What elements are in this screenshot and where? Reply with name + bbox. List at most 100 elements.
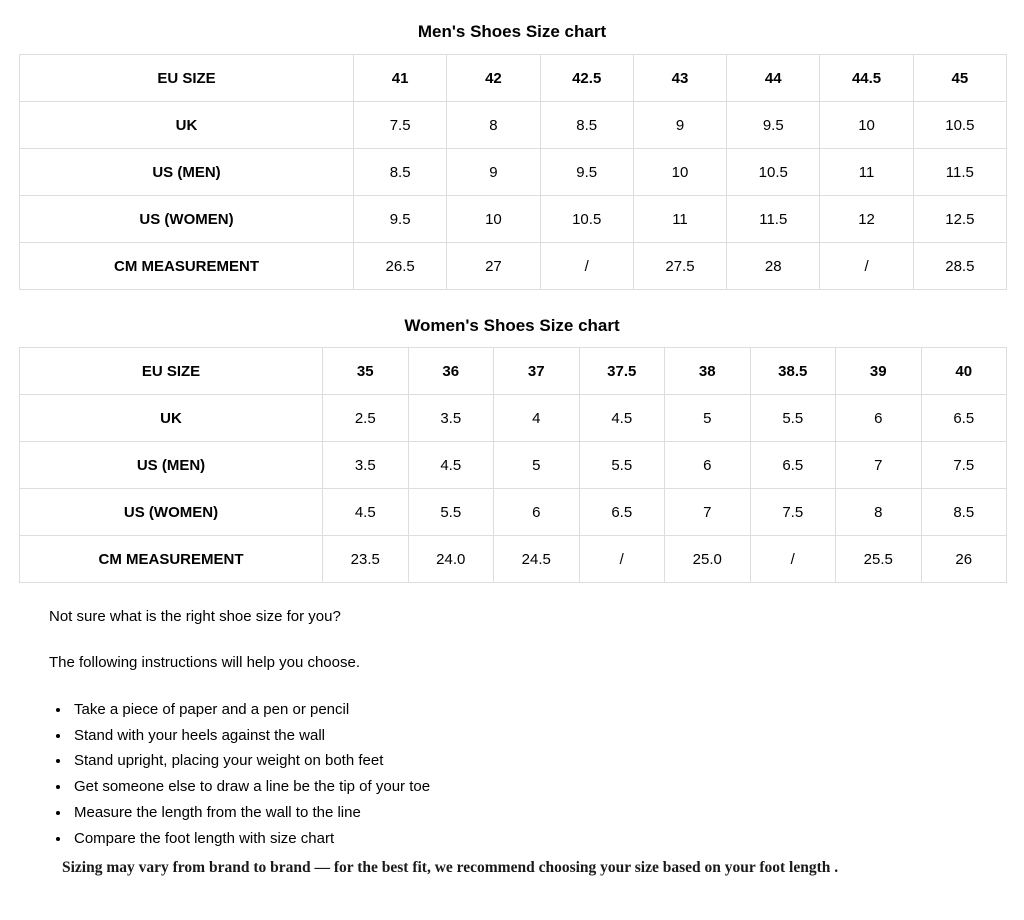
row-label: CM MEASUREMENT — [19, 535, 323, 583]
sizing-note: Sizing may vary from brand to brand — fo… — [62, 859, 839, 877]
table-cell: 39 — [835, 347, 922, 395]
table-cell: 9 — [446, 148, 541, 196]
table-cell: 43 — [632, 54, 728, 102]
table-cell: / — [749, 535, 836, 583]
table-cell: 27 — [446, 242, 541, 290]
womens-chart-title: Women's Shoes Size chart — [404, 316, 620, 335]
table-cell: 36 — [407, 347, 494, 395]
instructions-section: Not sure what is the right shoe size for… — [0, 608, 1024, 877]
row-label: UK — [19, 394, 323, 442]
table-row: CM MEASUREMENT 26.5 27/27.5 28/28.5 — [19, 242, 1008, 290]
table-cell: 3.5 — [407, 394, 494, 442]
table-cell: 4 — [493, 394, 580, 442]
mens-size-table: EU SIZE 41 42 42.5 43 44 44.5 45 UK 7.5 8 8.5 9 9.5 10… — [19, 54, 1008, 290]
table-cell: 6.5 — [920, 394, 1007, 442]
table-cell: 35 — [322, 347, 409, 395]
table-cell: 5 — [493, 441, 580, 489]
table-cell: 7.5 — [352, 101, 448, 149]
table-cell: 37.5 — [578, 347, 665, 395]
table-cell: 6 — [835, 394, 922, 442]
table-cell: 8 — [446, 101, 541, 149]
table-cell: 38.5 — [749, 347, 836, 395]
table-cell: 10 — [632, 148, 728, 196]
table-cell: / — [539, 242, 634, 290]
table-row: US (MEN) 8.5 9 9.5 10 10.5 11 11.5 — [19, 148, 1008, 196]
table-cell: 25.0 — [664, 535, 751, 583]
table-cell: 7.5 — [749, 488, 836, 536]
table-cell: 8.5 — [920, 488, 1007, 536]
table-cell: 11.5 — [726, 195, 821, 243]
table-cell: 9 — [632, 101, 728, 149]
table-cell: 10.5 — [912, 101, 1008, 149]
table-cell: 28.5 — [912, 242, 1008, 290]
table-cell: 23.5 — [322, 535, 409, 583]
table-cell: 45 — [912, 54, 1008, 102]
table-cell: 8.5 — [352, 148, 448, 196]
row-label: UK — [19, 101, 354, 149]
table-cell: 5 — [664, 394, 751, 442]
table-cell: 6.5 — [578, 488, 665, 536]
table-cell: 5.5 — [578, 441, 665, 489]
table-cell: 26.5 — [352, 242, 448, 290]
question-text: Not sure what is the right shoe size for… — [49, 608, 341, 625]
table-cell: 12.5 — [912, 195, 1008, 243]
row-label: EU SIZE — [19, 347, 323, 395]
table-cell: 40 — [920, 347, 1007, 395]
row-label: US (WOMEN) — [19, 195, 354, 243]
table-cell: 8 — [835, 488, 922, 536]
table-row: US (WOMEN) 9.5 10 10.5 11 11.5 12 12.5 — [19, 195, 1008, 243]
lead-text: The following instructions will help you… — [49, 654, 360, 671]
table-cell: 9.5 — [539, 148, 634, 196]
table-cell: 10 — [819, 101, 914, 149]
table-row: US (MEN) 3.5 4.5 5 5.5 6 6.5 7 7.5 — [19, 441, 1007, 489]
row-label: CM MEASUREMENT — [19, 242, 354, 290]
table-cell: / — [578, 535, 665, 583]
table-row: UK 2.5 3.5 4 4.5 5 5.5 6 6.5 — [19, 394, 1007, 442]
table-cell: 28 — [726, 242, 821, 290]
row-label: US (MEN) — [19, 148, 354, 196]
table-cell: 6.5 — [749, 441, 836, 489]
table-cell: 44.5 — [819, 54, 914, 102]
instruction-item: Get someone else to draw a line be the t… — [71, 774, 994, 800]
womens-size-table: EU SIZE 35 36 37 37.5 38 38.5 39 40 UK 2.5 3.5 4 4.5 5… — [19, 347, 1007, 583]
table-cell: 7.5 — [920, 441, 1007, 489]
table-cell: 8.5 — [539, 101, 634, 149]
table-row: US (WOMEN) 4.5 5.5 6 6.5 7 7.5 8 8.5 — [19, 488, 1007, 536]
instruction-item: Take a piece of paper and a pen or penci… — [71, 697, 994, 723]
table-cell: / — [819, 242, 914, 290]
table-cell: 11 — [819, 148, 914, 196]
table-cell: 7 — [835, 441, 922, 489]
instructions-list: Take a piece of paper and a pen or penci… — [49, 697, 994, 851]
table-cell: 11 — [632, 195, 728, 243]
table-cell: 42 — [446, 54, 541, 102]
table-cell: 10.5 — [726, 148, 821, 196]
table-cell: 4.5 — [322, 488, 409, 536]
table-row: UK 7.5 8 8.5 9 9.5 10 10.5 — [19, 101, 1008, 149]
table-cell: 4.5 — [407, 441, 494, 489]
table-cell: 6 — [664, 441, 751, 489]
table-cell: 26 — [920, 535, 1007, 583]
table-row: CM MEASUREMENT 23.5 24.0 24.5/25.0/25.5 26 — [19, 535, 1007, 583]
row-label: EU SIZE — [19, 54, 354, 102]
table-cell: 12 — [819, 195, 914, 243]
table-cell: 25.5 — [835, 535, 922, 583]
table-cell: 27.5 — [632, 242, 728, 290]
table-cell: 38 — [664, 347, 751, 395]
table-row: EU SIZE 41 42 42.5 43 44 44.5 45 — [19, 54, 1008, 102]
table-cell: 5.5 — [749, 394, 836, 442]
table-cell: 7 — [664, 488, 751, 536]
instruction-item: Stand with your heels against the wall — [71, 723, 994, 749]
row-label: US (WOMEN) — [19, 488, 323, 536]
table-cell: 10.5 — [539, 195, 634, 243]
table-cell: 6 — [493, 488, 580, 536]
table-cell: 44 — [726, 54, 821, 102]
table-cell: 10 — [446, 195, 541, 243]
table-cell: 37 — [493, 347, 580, 395]
instruction-item: Measure the length from the wall to the … — [71, 800, 994, 826]
table-cell: 2.5 — [322, 394, 409, 442]
table-cell: 24.5 — [493, 535, 580, 583]
instruction-item: Compare the foot length with size chart — [71, 826, 994, 852]
row-label: US (MEN) — [19, 441, 323, 489]
table-cell: 5.5 — [407, 488, 494, 536]
mens-chart-title: Men's Shoes Size chart — [417, 22, 607, 41]
